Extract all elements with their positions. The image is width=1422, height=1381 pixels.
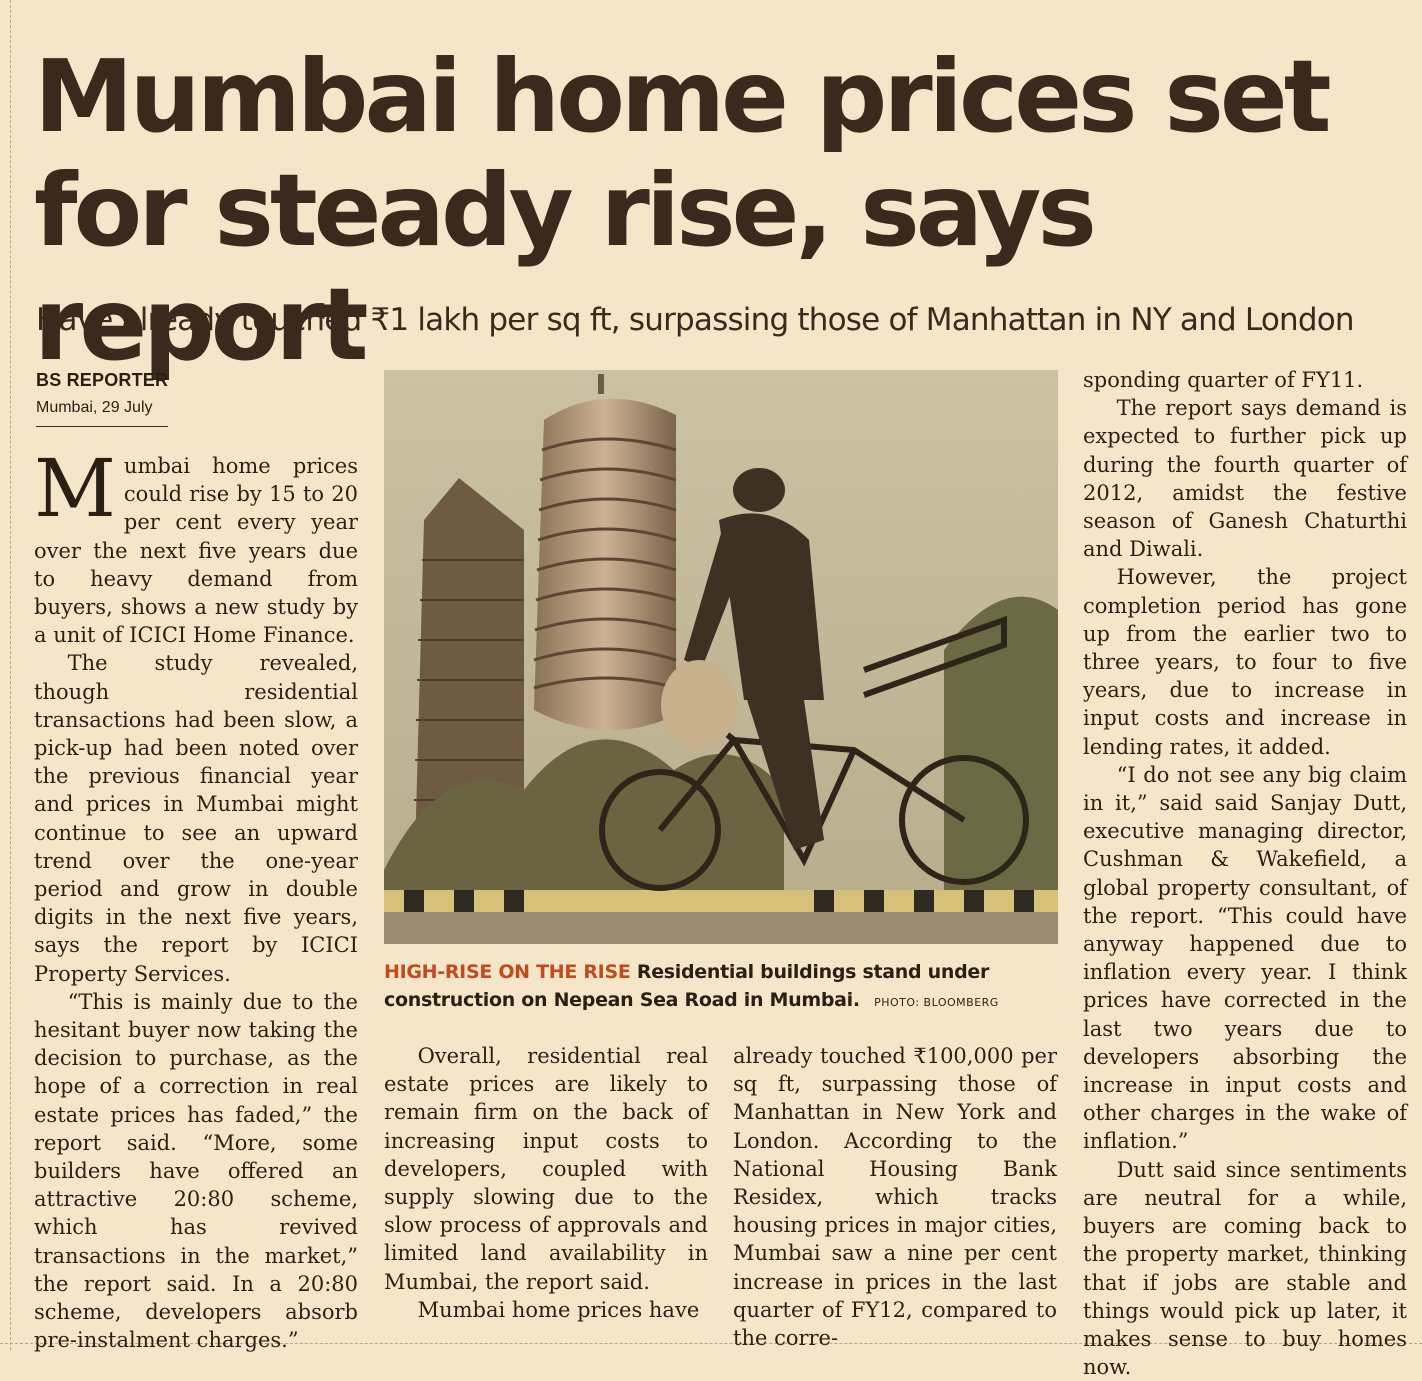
headline: Mumbai home prices set for steady rise, … xyxy=(34,38,1332,383)
paragraph-text: umbai home prices could rise by 15 to 20… xyxy=(34,454,358,648)
caption-text: Residential buildings stand under constr… xyxy=(384,961,990,1011)
article-column-2: Overall, residential real estate prices … xyxy=(384,1042,708,1324)
page-edge-bottom xyxy=(0,1343,1422,1344)
paragraph: However, the project completion period h… xyxy=(1083,565,1407,759)
photo-credit: PHOTO: BLOOMBERG xyxy=(874,996,999,1009)
paragraph: Dutt said since sentiments are neutral f… xyxy=(1083,1157,1407,1380)
paragraph: Overall, residential real estate prices … xyxy=(384,1044,708,1294)
news-photo xyxy=(384,370,1058,944)
article-column-3: already touched ₹100,000 per sq ft, surp… xyxy=(733,1042,1057,1352)
cyclist-highrise-photo xyxy=(384,370,1058,944)
byline: BS REPORTER Mumbai, 29 July xyxy=(36,370,358,427)
drop-cap: M xyxy=(34,442,116,535)
paragraph: The report says demand is expected to fu… xyxy=(1083,396,1407,562)
paragraph: “I do not see any big claim in it,” said… xyxy=(1083,762,1407,1154)
dateline: Mumbai, 29 July xyxy=(36,399,168,427)
page-edge-left xyxy=(10,0,11,1350)
subheadline: Have already touched ₹1 lakh per sq ft, … xyxy=(36,302,1355,338)
reporter-name: BS REPORTER xyxy=(36,370,169,390)
paragraph: sponding quarter of FY11. xyxy=(1083,368,1364,392)
paragraph: The study revealed, though residential t… xyxy=(34,651,358,986)
paragraph: Mumbai home prices have xyxy=(417,1297,700,1322)
paragraph: “This is mainly due to the hesitant buye… xyxy=(34,989,358,1353)
article-column-4: sponding quarter of FY11. The report say… xyxy=(1083,366,1407,1381)
photo-caption: HIGH-RISE ON THE RISE Residential buildi… xyxy=(384,958,1064,1017)
caption-kicker: HIGH-RISE ON THE RISE xyxy=(384,961,631,983)
paragraph: already touched ₹100,000 per sq ft, surp… xyxy=(733,1044,1057,1351)
